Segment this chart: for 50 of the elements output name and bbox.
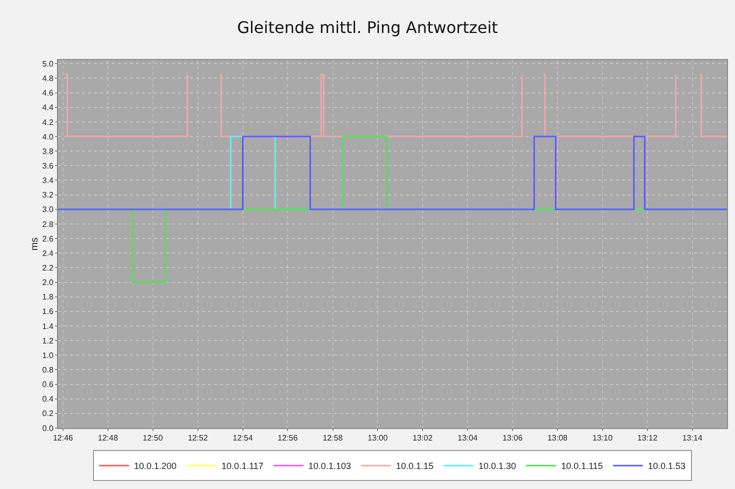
x-tick-label: 13:14 [682,434,703,443]
legend-label: 10.0.1.115 [561,461,603,472]
y-tick-label: 3.8 [42,146,54,156]
legend-label: 10.0.1.53 [648,461,686,472]
y-tick-label: 0.0 [42,424,54,433]
y-tick-label: 4.6 [42,88,54,98]
y-tick-label: 3.2 [42,190,54,200]
y-axis-title: ms [29,237,40,251]
x-tick-label: 12:46 [52,434,74,443]
y-tick-label: 2.2 [42,263,54,272]
y-tick-label: 1.6 [42,307,54,316]
x-tick-label: 13:02 [412,434,434,443]
x-tick-label: 13:08 [547,434,568,443]
y-tick-label: 2.4 [42,248,54,258]
y-tick-label: 5.0 [42,59,54,68]
y-tick-label: 0.4 [42,394,54,404]
y-tick-label: 2.8 [42,220,54,229]
legend-label: 10.0.1.30 [478,461,516,472]
x-tick-label: 13:00 [368,434,388,443]
y-tick-label: 1.4 [42,322,54,331]
x-tick-label: 12:54 [232,434,254,443]
y-tick-label: 3.0 [42,205,54,214]
y-tick-label: 4.2 [42,118,54,127]
x-tick-label: 13:10 [592,434,614,443]
y-tick-label: 4.0 [42,132,54,142]
y-tick-label: 3.4 [42,176,54,186]
x-tick-label: 12:52 [188,434,208,443]
legend-label: 10.0.1.103 [308,461,351,472]
legend-label: 10.0.1.117 [222,461,264,472]
y-tick-label: 1.2 [42,336,54,346]
x-tick-label: 13:06 [502,434,524,443]
x-tick-label: 13:04 [458,434,478,443]
legend-label: 10.0.1.200 [134,461,177,472]
y-tick-label: 0.2 [42,409,54,418]
y-tick-label: 1.8 [42,292,54,302]
y-tick-label: 2.6 [42,234,54,244]
legend-label: 10.0.1.15 [396,461,434,472]
x-tick-label: 12:56 [278,434,298,443]
y-tick-label: 4.8 [42,74,54,84]
y-tick-label: 3.6 [42,161,54,170]
y-tick-label: 0.8 [42,366,54,374]
x-tick-label: 12:50 [142,434,164,443]
y-tick-label: 4.4 [42,103,54,112]
x-tick-label: 12:58 [322,434,344,443]
y-tick-label: 0.6 [42,380,54,390]
x-tick-label: 12:48 [98,434,118,443]
chart-title: Gleitende mittl. Ping Antwortzeit [237,18,498,38]
y-tick-label: 1.0 [42,350,54,360]
y-tick-label: 2.0 [42,278,54,288]
x-tick-label: 13:12 [637,434,658,443]
